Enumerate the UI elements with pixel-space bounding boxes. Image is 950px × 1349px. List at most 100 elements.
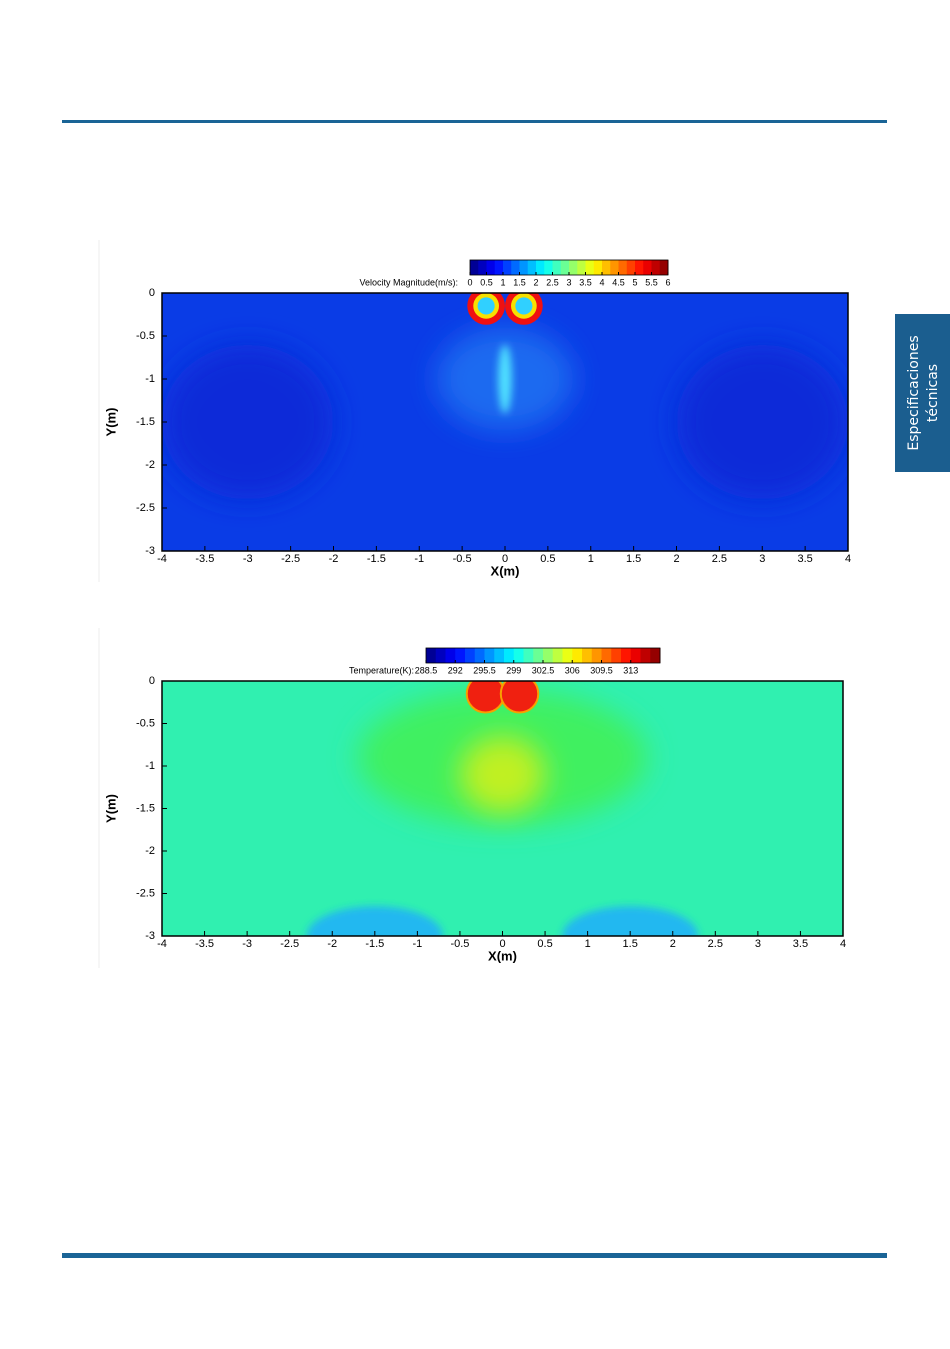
- field-region: [162, 344, 334, 500]
- colorbar-band: [591, 648, 602, 663]
- side-tab: Especificaciones técnicas: [895, 314, 950, 472]
- x-tick-label: -2.5: [280, 938, 299, 950]
- colorbar-band: [650, 648, 661, 663]
- y-axis-label: Y(m): [103, 408, 118, 437]
- colorbar-band: [513, 648, 524, 663]
- side-tab-line: Especificaciones: [906, 335, 922, 450]
- colorbar-tick-label: 0.5: [480, 277, 493, 287]
- x-tick-label: 1.5: [626, 553, 641, 565]
- colorbar-tick-label: 309.5: [590, 665, 613, 675]
- y-tick-label: -3: [145, 545, 155, 557]
- colorbar-band: [602, 260, 611, 275]
- colorbar-band: [569, 260, 578, 275]
- y-tick-label: -1.5: [136, 416, 155, 428]
- x-tick-label: 1.5: [623, 938, 638, 950]
- field-region: [515, 297, 533, 315]
- colorbar-tick-label: 2.5: [546, 277, 559, 287]
- colorbar-band: [484, 648, 495, 663]
- x-tick-label: -4: [157, 938, 167, 950]
- x-tick-label: 2: [670, 938, 676, 950]
- colorbar-band: [582, 648, 593, 663]
- x-tick-label: 0: [499, 938, 505, 950]
- colorbar-tick-label: 5.5: [645, 277, 658, 287]
- x-tick-label: 3.5: [793, 938, 808, 950]
- contour-field: [162, 681, 843, 936]
- bottom-rule: [62, 1253, 887, 1258]
- colorbar-tick-label: 3.5: [579, 277, 592, 287]
- colorbar-band: [585, 260, 595, 275]
- y-tick-label: -2.5: [136, 887, 155, 899]
- colorbar-tick-label: 292: [448, 665, 463, 675]
- y-tick-label: 0: [149, 675, 155, 687]
- y-tick-label: -3: [145, 930, 155, 942]
- x-tick-label: -2.5: [281, 553, 300, 565]
- x-axis-label: X(m): [488, 948, 517, 963]
- side-tab-line: técnicas: [925, 364, 941, 422]
- y-tick-label: -2: [145, 845, 155, 857]
- colorbar-band: [474, 648, 485, 663]
- colorbar-band: [470, 260, 479, 275]
- colorbar-band: [523, 648, 534, 663]
- x-tick-label: -1.5: [365, 938, 384, 950]
- colorbar-tick-label: 3: [566, 277, 571, 287]
- colorbar-tick-label: 302.5: [532, 665, 555, 675]
- colorbar-band: [572, 648, 583, 663]
- colorbar-tick-label: 5: [632, 277, 637, 287]
- colorbar-tick-label: 0: [467, 277, 472, 287]
- colorbar-band: [618, 260, 628, 275]
- colorbar-band: [486, 260, 496, 275]
- x-tick-label: 2.5: [712, 553, 727, 565]
- x-tick-label: 4: [845, 553, 851, 565]
- x-tick-label: 1: [585, 938, 591, 950]
- colorbar-label: Velocity Magnitude(m/s):: [359, 277, 458, 287]
- colorbar-tick-label: 1.5: [513, 277, 526, 287]
- colorbar-band: [562, 648, 573, 663]
- colorbar-band: [455, 648, 466, 663]
- y-tick-label: -0.5: [136, 330, 155, 342]
- y-tick-label: -2: [145, 459, 155, 471]
- colorbar-band: [643, 260, 652, 275]
- colorbar-band: [630, 648, 641, 663]
- colorbar-band: [527, 260, 537, 275]
- x-tick-label: -1: [412, 938, 422, 950]
- colorbar-tick-label: 6: [665, 277, 670, 287]
- colorbar-tick-label: 295.5: [473, 665, 496, 675]
- colorbar-band: [593, 260, 603, 275]
- colorbar-band: [626, 260, 636, 275]
- colorbar-band: [478, 260, 487, 275]
- colorbar-band: [651, 260, 661, 275]
- field-region: [676, 344, 848, 500]
- side-tab-bg: [895, 314, 950, 472]
- colorbar-band: [552, 648, 563, 663]
- colorbar-band: [610, 260, 619, 275]
- x-tick-label: -2: [329, 553, 339, 565]
- colorbar-band: [635, 260, 644, 275]
- x-tick-label: 0.5: [540, 553, 555, 565]
- y-tick-label: 0: [149, 287, 155, 299]
- field-region: [306, 906, 443, 936]
- colorbar-band: [519, 260, 529, 275]
- y-tick-label: -0.5: [136, 717, 155, 729]
- colorbar-tick-label: 306: [565, 665, 580, 675]
- colorbar-label: Temperature(K):: [349, 665, 414, 675]
- colorbar-tick-label: 299: [506, 665, 521, 675]
- colorbar-tick-label: 2: [533, 277, 538, 287]
- colorbar-band: [503, 260, 512, 275]
- x-tick-label: 1: [588, 553, 594, 565]
- y-tick-label: -2.5: [136, 502, 155, 514]
- field-region: [459, 736, 546, 813]
- colorbar-band: [659, 260, 669, 275]
- colorbar-band: [435, 648, 446, 663]
- colorbar-band: [426, 648, 437, 663]
- x-tick-label: 3.5: [797, 553, 812, 565]
- colorbar-band: [640, 648, 651, 663]
- y-tick-label: -1: [145, 373, 155, 385]
- x-tick-label: 3: [759, 553, 765, 565]
- colorbar-band: [445, 648, 456, 663]
- x-axis-label: X(m): [491, 563, 520, 578]
- x-tick-label: 4: [840, 938, 846, 950]
- x-tick-label: -3.5: [195, 938, 214, 950]
- x-tick-label: 0: [502, 553, 508, 565]
- colorbar-band: [621, 648, 632, 663]
